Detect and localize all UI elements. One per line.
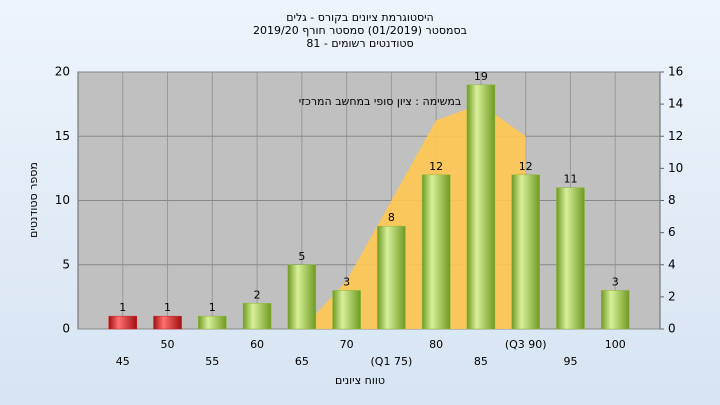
value-label: 12: [429, 160, 443, 173]
title-line: בסמסטר (01/2019) סמסטר חורף 2019/20: [253, 24, 467, 37]
bar: [198, 315, 227, 330]
bar: [332, 290, 361, 330]
y-tick-label: 0: [62, 322, 70, 336]
bar: [600, 290, 630, 330]
y2-tick-label: 4: [668, 257, 676, 271]
bar: [287, 264, 317, 330]
bar: [466, 84, 496, 330]
x-tick-label: 60: [250, 338, 264, 351]
value-label: 8: [388, 211, 395, 224]
title-line: היסטוגרמת ציונים בקורס - גלים: [286, 11, 434, 24]
x-tick-label: 65: [295, 355, 309, 368]
x-tick-label: 70: [340, 338, 354, 351]
bar: [242, 303, 272, 330]
value-label: 2: [254, 288, 261, 301]
value-label: 1: [209, 301, 216, 314]
title-line: סטודנטים רשומים - 81: [306, 37, 413, 50]
value-label: 12: [519, 160, 533, 173]
bar: [153, 315, 182, 330]
y-tick-label: 20: [55, 65, 70, 79]
bar: [556, 187, 585, 330]
value-label: 3: [612, 275, 619, 288]
annotation: במשימה : ציון סופי במחשב המרכזי: [299, 95, 462, 108]
x-tick-label: (Q1 75): [371, 355, 413, 368]
x-tick-label: 100: [605, 338, 626, 351]
x-tick-label: 80: [429, 338, 443, 351]
value-label: 11: [563, 173, 577, 186]
y2-tick-label: 14: [668, 97, 683, 111]
bar: [108, 315, 138, 330]
y2-tick-label: 8: [668, 193, 676, 207]
x-tick-label: (Q3 90): [505, 338, 547, 351]
y2-tick-label: 12: [668, 129, 683, 143]
y-tick-label: 15: [55, 129, 70, 143]
y-tick-label: 10: [55, 193, 70, 207]
x-tick-label: 45: [116, 355, 130, 368]
y2-tick-label: 2: [668, 289, 676, 303]
y2-tick-label: 0: [668, 322, 676, 336]
value-label: 3: [343, 275, 350, 288]
x-tick-label: 85: [474, 355, 488, 368]
bar: [377, 225, 406, 330]
x-tick-label: 50: [161, 338, 175, 351]
x-tick-label: 55: [205, 355, 219, 368]
y2-tick-label: 16: [668, 65, 683, 79]
x-tick-label: 95: [563, 355, 577, 368]
y-tick-label: 5: [62, 257, 70, 271]
x-axis-label: טווח ציונים: [335, 374, 385, 387]
y2-tick-label: 6: [668, 225, 676, 239]
value-label: 5: [298, 250, 305, 263]
value-label: 1: [164, 301, 171, 314]
y2-tick-label: 10: [668, 161, 683, 175]
y-axis-label: מספר סטודנטים: [27, 162, 40, 238]
value-label: 19: [474, 70, 488, 83]
value-label: 1: [119, 301, 126, 314]
bar: [421, 174, 451, 330]
bar: [511, 174, 540, 330]
